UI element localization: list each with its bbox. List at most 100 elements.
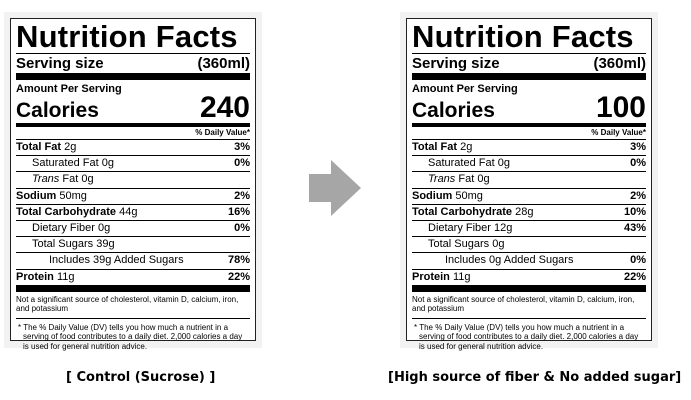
nutrient-row-dietary-fiber: Dietary Fiber 0g 0% <box>16 220 250 236</box>
nutrient-row-dietary-fiber: Dietary Fiber 12g 43% <box>412 220 646 236</box>
nutrient-name: Added Sugars <box>503 254 574 267</box>
nutrient-name-italic: Trans <box>32 173 60 186</box>
nutrient-name: Sodium <box>16 189 57 202</box>
nutrient-row-total-fat: Total Fat 2g 3% <box>412 139 646 155</box>
nutrient-row-total-sugars: Total Sugars 0g <box>412 236 646 252</box>
footnote-not-significant: Not a significant source of cholesterol,… <box>16 294 239 314</box>
nutrient-name: Protein <box>412 270 450 283</box>
nutrient-name: Total Fat <box>16 141 62 153</box>
nutrient-amount: 0g <box>477 173 490 186</box>
serving-size-label: Serving size <box>16 55 104 72</box>
nutrient-name-italic: Trans <box>428 173 456 186</box>
nutrient-row-trans-fat: Trans Fat 0g <box>412 171 646 187</box>
nutrition-panel-control: Nutrition Facts Serving size (360ml) Amo… <box>4 12 262 351</box>
nutrient-name: Total Sugars <box>32 238 94 251</box>
nutrient-name: Fat <box>458 173 475 186</box>
amount-per-serving: Amount Per Serving <box>16 83 122 95</box>
nutrient-dv: 43% <box>623 222 646 235</box>
nutrient-dv: 3% <box>234 141 250 153</box>
nutrient-row-added-sugars: Includes 39g Added Sugars 78% <box>16 252 250 268</box>
daily-value-header: % Daily Value* <box>591 128 646 137</box>
serving-size-row: Serving size (360ml) <box>16 54 250 73</box>
nutrient-dv: 2% <box>234 189 250 202</box>
nutrient-row-sodium: Sodium 50mg 2% <box>16 187 250 204</box>
nutrient-amount: 0g <box>101 157 114 170</box>
nutrient-name: Dietary Fiber <box>32 222 95 235</box>
nutrient-name: Total Sugars <box>428 238 490 251</box>
label-title: Nutrition Facts <box>16 19 238 54</box>
nutrient-row-trans-fat: Trans Fat 0g <box>16 171 250 187</box>
calories-label: Calories <box>412 99 495 122</box>
daily-value-header: % Daily Value* <box>195 128 250 137</box>
nutrient-amount: 28g <box>515 205 534 218</box>
right-arrow-icon <box>309 160 361 216</box>
nutrient-amount: 11g <box>56 270 75 283</box>
nutrient-amount: 50mg <box>455 189 483 202</box>
nutrient-amount: 2g <box>460 141 473 153</box>
nutrient-amount: 39g <box>93 254 112 267</box>
nutrient-dv: 16% <box>227 205 250 218</box>
nutrient-amount: 50mg <box>59 189 87 202</box>
serving-size-value: (360ml) <box>593 55 646 72</box>
label-title: Nutrition Facts <box>412 19 634 54</box>
nutrient-amount: 11g <box>452 270 471 283</box>
nutrient-row-sodium: Sodium 50mg 2% <box>412 187 646 204</box>
nutrient-row-total-carbohydrate: Total Carbohydrate 44g 16% <box>16 203 250 220</box>
nutrient-name-prefix: Includes <box>49 254 90 267</box>
nutrient-row-total-fat: Total Fat 2g 3% <box>16 139 250 155</box>
serving-size-label: Serving size <box>412 55 500 72</box>
nutrient-row-saturated-fat: Saturated Fat 0g 0% <box>412 155 646 171</box>
nutrient-name: Sodium <box>412 189 453 202</box>
nutrient-name: Fat <box>62 173 79 186</box>
footnote-daily-value: * The % Daily Value (DV) tells you how m… <box>414 322 639 351</box>
footnote-daily-value: * The % Daily Value (DV) tells you how m… <box>18 322 243 351</box>
serving-size-row: Serving size (360ml) <box>412 54 646 73</box>
nutrient-row-total-sugars: Total Sugars 39g <box>16 236 250 252</box>
nutrient-amount: 2g <box>64 141 77 153</box>
nutrient-dv: 0% <box>630 254 646 267</box>
nutrient-dv: 0% <box>234 157 250 170</box>
nutrient-name: Dietary Fiber <box>428 222 491 235</box>
nutrient-amount: 44g <box>119 205 138 218</box>
nutrient-dv: 0% <box>234 222 250 235</box>
calories-value: 240 <box>199 91 250 124</box>
footnote-not-significant: Not a significant source of cholesterol,… <box>412 294 635 314</box>
caption-control: [ Control (Sucrose) ] <box>66 370 216 385</box>
nutrient-name-prefix: Includes <box>445 254 486 267</box>
nutrient-amount: 12g <box>494 222 513 235</box>
nutrient-dv: 2% <box>630 189 646 202</box>
nutrient-amount: 0g <box>98 222 111 235</box>
nutrient-row-added-sugars: Includes 0g Added Sugars 0% <box>412 252 646 268</box>
nutrient-dv: 3% <box>630 141 646 153</box>
nutrient-amount: 0g <box>81 173 94 186</box>
calories-row: Calories 100 <box>412 93 646 123</box>
nutrient-amount: 0g <box>489 254 502 267</box>
nutrient-name: Saturated Fat <box>32 157 99 170</box>
amount-per-serving: Amount Per Serving <box>412 83 518 95</box>
calories-row: Calories 240 <box>16 93 250 123</box>
caption-fiber: [High source of fiber & No added sugar] <box>388 370 682 385</box>
nutrient-name: Total Carbohydrate <box>412 205 513 218</box>
nutrition-panel-fiber: Nutrition Facts Serving size (360ml) Amo… <box>400 12 658 351</box>
nutrient-amount: 39g <box>96 238 115 251</box>
nutrient-name: Saturated Fat <box>428 157 495 170</box>
nutrient-name: Total Carbohydrate <box>16 205 117 218</box>
calories-label: Calories <box>16 99 99 122</box>
serving-size-value: (360ml) <box>197 55 250 72</box>
nutrient-dv: 22% <box>227 270 250 283</box>
nutrient-name: Added Sugars <box>113 254 184 267</box>
nutrition-facts-label: Nutrition Facts Serving size (360ml) Amo… <box>406 18 652 351</box>
nutrient-row-saturated-fat: Saturated Fat 0g 0% <box>16 155 250 171</box>
arrow-shape <box>309 160 361 216</box>
nutrient-row-protein: Protein 11g 22% <box>412 270 646 285</box>
calories-value: 100 <box>595 91 646 124</box>
nutrient-amount: 0g <box>492 238 505 251</box>
nutrient-name: Protein <box>16 270 54 283</box>
nutrient-row-total-carbohydrate: Total Carbohydrate 28g 10% <box>412 203 646 220</box>
nutrient-dv: 78% <box>227 254 250 267</box>
nutrient-dv: 10% <box>623 205 646 218</box>
nutrient-dv: 0% <box>630 157 646 170</box>
nutrient-row-protein: Protein 11g 22% <box>16 270 250 285</box>
nutrient-name: Total Fat <box>412 141 458 153</box>
nutrition-facts-label: Nutrition Facts Serving size (360ml) Amo… <box>10 18 256 351</box>
